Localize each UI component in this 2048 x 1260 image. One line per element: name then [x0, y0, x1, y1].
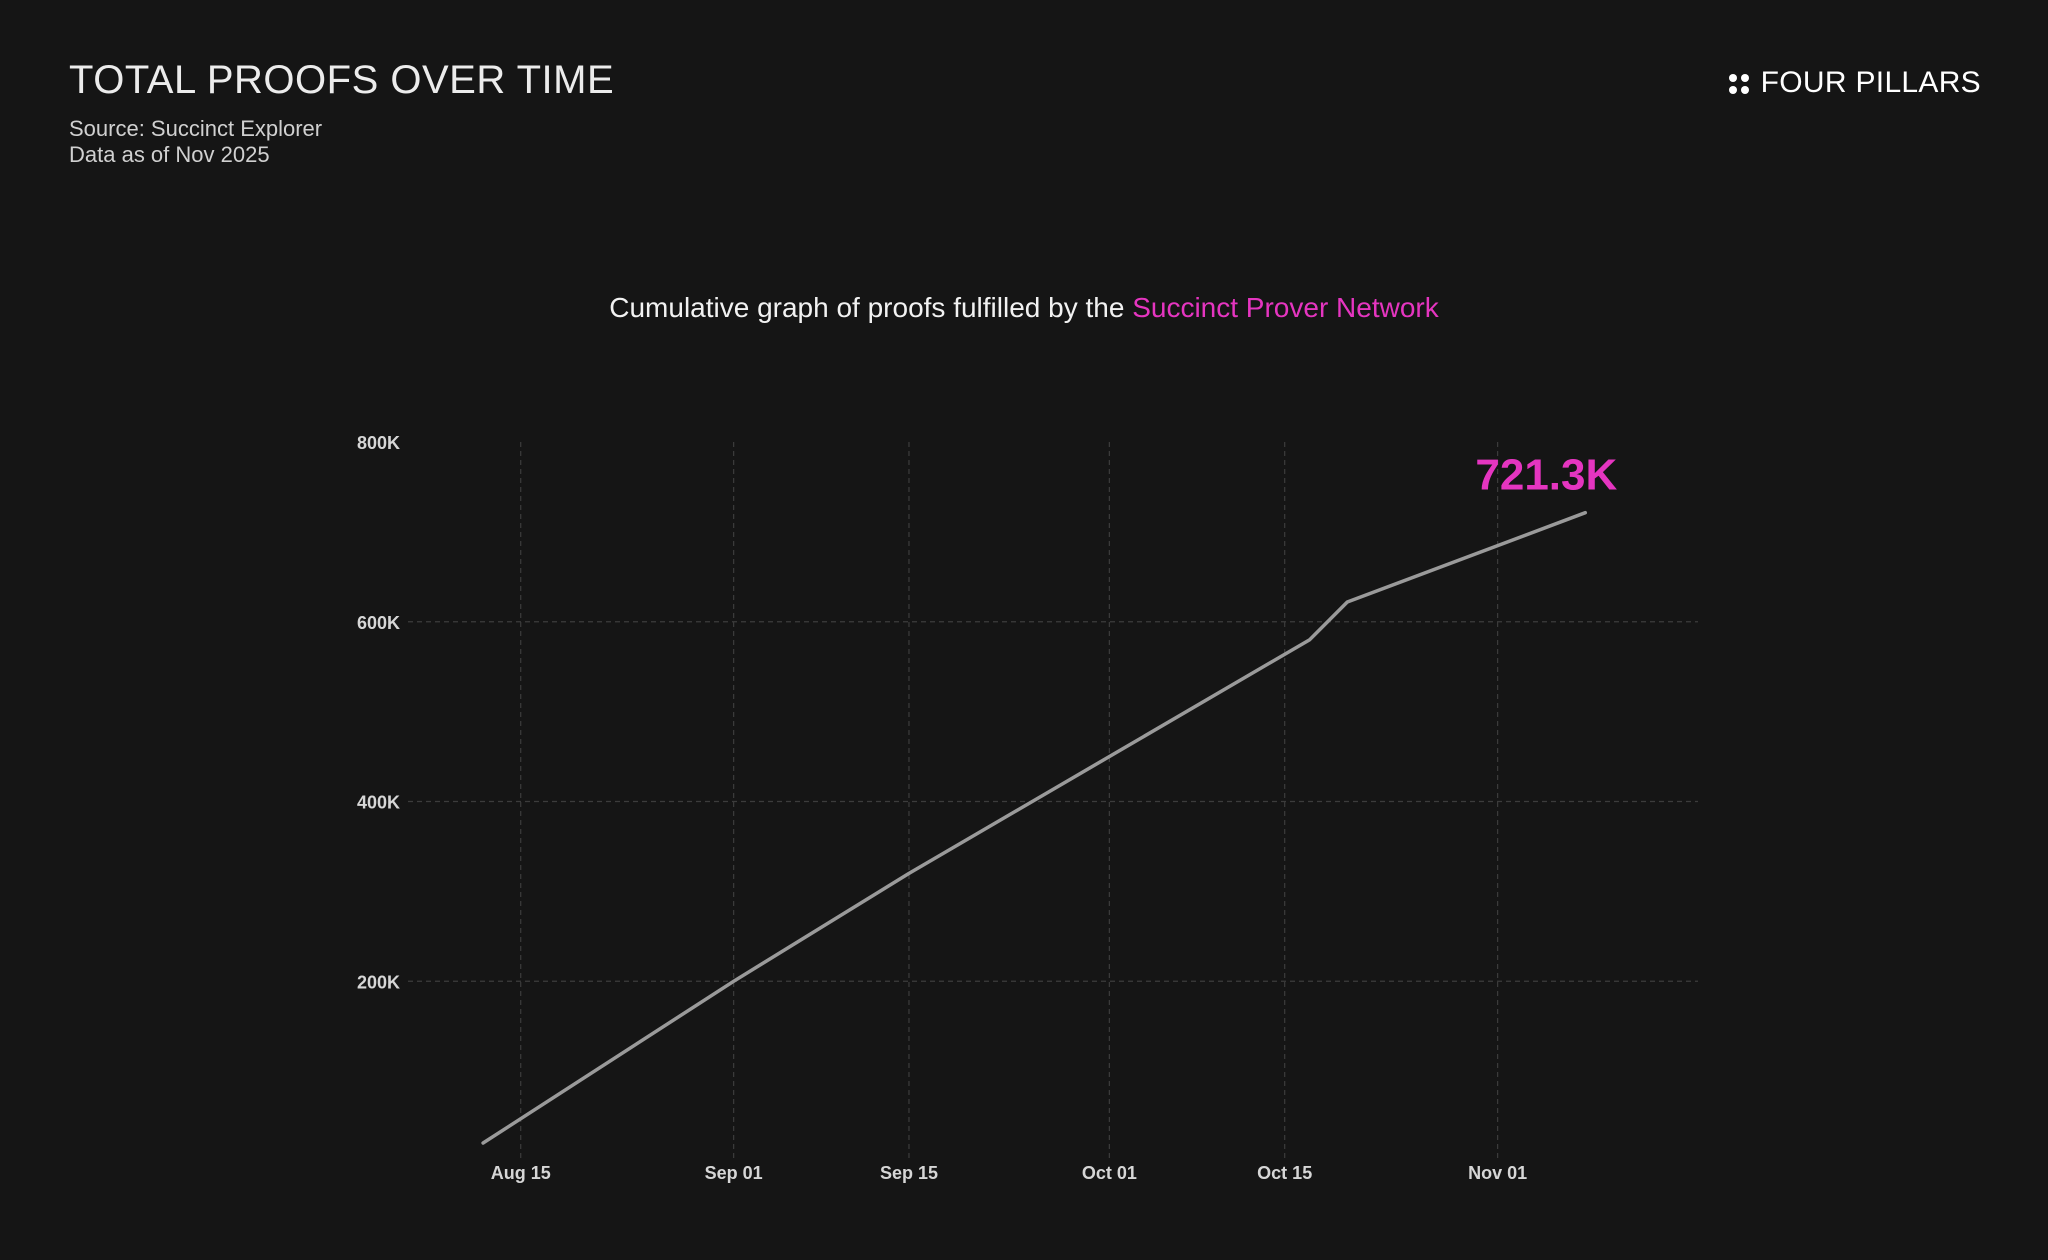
annotation-layer: 721.3K	[1475, 451, 1617, 500]
x-tick-label: Aug 15	[491, 1163, 551, 1183]
subtitle-highlight: Succinct Prover Network	[1132, 292, 1439, 323]
grid-lines	[408, 442, 1698, 1161]
brand-logo: FOUR PILLARS	[1728, 66, 1981, 100]
data-as-of-text: Data as of Nov 2025	[69, 142, 270, 167]
source-text: Source: Succinct Explorer	[69, 116, 323, 141]
subtitle-prefix: Cumulative graph of proofs fulfilled by …	[609, 292, 1133, 323]
y-tick-label: 200K	[357, 972, 400, 992]
series-line	[481, 510, 1588, 1145]
y-tick-label: 400K	[357, 793, 400, 813]
x-tick-label: Sep 15	[880, 1163, 938, 1183]
x-tick-label: Nov 01	[1468, 1163, 1527, 1183]
page-title: TOTAL PROOFS OVER TIME	[69, 58, 615, 102]
four-dots-icon	[1728, 72, 1751, 94]
chart-subtitle: Cumulative graph of proofs fulfilled by …	[0, 292, 2048, 324]
final-value-label: 721.3K	[1475, 451, 1617, 500]
source-block: Source: Succinct Explorer Data as of Nov…	[69, 116, 322, 168]
x-tick-label: Oct 15	[1257, 1163, 1312, 1183]
series-layer	[481, 510, 1588, 1145]
axis-ticks: 200K 400K 600K 800K Aug 15 Sep 01 Sep 15 Oct 01…	[357, 433, 1527, 1183]
x-tick-label: Oct 01	[1082, 1163, 1137, 1183]
y-tick-label: 800K	[357, 433, 400, 453]
y-tick-label: 600K	[357, 613, 400, 633]
x-tick-label: Sep 01	[705, 1163, 763, 1183]
brand-name: FOUR PILLARS	[1760, 66, 1981, 99]
